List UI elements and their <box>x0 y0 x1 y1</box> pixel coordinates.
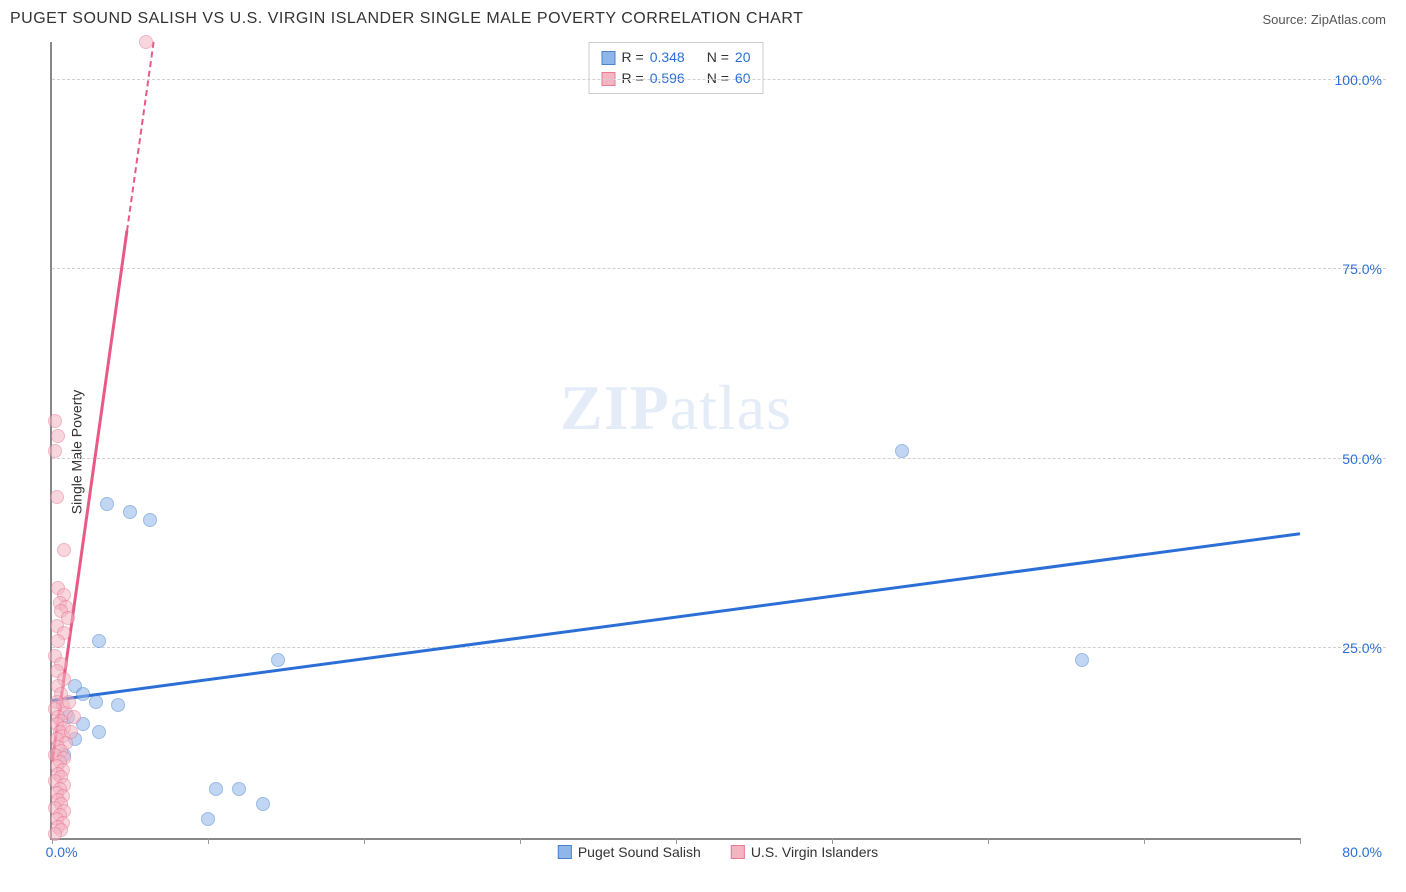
source-label: Source: ZipAtlas.com <box>1262 12 1386 27</box>
data-point <box>89 695 103 709</box>
legend-series-name: U.S. Virgin Islanders <box>751 844 878 860</box>
data-point <box>64 725 78 739</box>
legend-bottom-item: Puget Sound Salish <box>558 844 701 860</box>
data-point <box>232 782 246 796</box>
data-point <box>895 444 909 458</box>
data-point <box>1075 653 1089 667</box>
data-point <box>143 513 157 527</box>
data-point <box>100 497 114 511</box>
legend-series-name: Puget Sound Salish <box>578 844 701 860</box>
gridline <box>52 79 1386 80</box>
legend-swatch <box>602 51 616 65</box>
data-point <box>76 687 90 701</box>
data-point <box>62 695 76 709</box>
data-point <box>48 827 62 841</box>
data-point <box>201 812 215 826</box>
legend-top: R = 0.348N = 20R = 0.596N = 60 <box>589 42 764 94</box>
x-tick <box>208 838 209 844</box>
x-tick <box>364 838 365 844</box>
data-point <box>139 35 153 49</box>
chart-title: PUGET SOUND SALISH VS U.S. VIRGIN ISLAND… <box>10 10 803 28</box>
x-tick <box>1300 838 1301 844</box>
data-point <box>51 634 65 648</box>
data-point <box>256 797 270 811</box>
data-point <box>51 429 65 443</box>
x-tick-label: 80.0% <box>1342 844 1382 860</box>
watermark: ZIPatlas <box>560 371 792 445</box>
data-point <box>209 782 223 796</box>
data-point <box>123 505 137 519</box>
chart-area: Single Male Poverty ZIPatlas R = 0.348N … <box>50 42 1386 862</box>
legend-top-row: R = 0.348 N = 20 <box>602 47 751 68</box>
data-point <box>67 710 81 724</box>
plot-region: ZIPatlas R = 0.348N = 20R = 0.596N = 60 … <box>50 42 1300 840</box>
data-point <box>50 490 64 504</box>
data-point <box>48 414 62 428</box>
data-point <box>92 725 106 739</box>
gridline <box>52 268 1386 269</box>
legend-n-value: 20 <box>735 47 751 68</box>
trend-line <box>126 41 155 231</box>
legend-swatch <box>731 845 745 859</box>
data-point <box>111 698 125 712</box>
legend-r-value: 0.348 <box>650 47 685 68</box>
data-point <box>57 543 71 557</box>
legend-bottom: Puget Sound Salish U.S. Virgin Islanders <box>558 844 878 860</box>
legend-bottom-item: U.S. Virgin Islanders <box>731 844 878 860</box>
y-tick-label: 100.0% <box>1335 72 1382 88</box>
x-tick <box>988 838 989 844</box>
data-point <box>92 634 106 648</box>
legend-n-label: N = <box>707 47 729 68</box>
y-tick-label: 75.0% <box>1342 261 1382 277</box>
trend-line <box>52 532 1300 701</box>
y-tick-label: 25.0% <box>1342 640 1382 656</box>
data-point <box>271 653 285 667</box>
x-tick-label: 0.0% <box>46 844 78 860</box>
legend-r-label: R = <box>622 47 644 68</box>
y-tick-label: 50.0% <box>1342 451 1382 467</box>
gridline <box>52 647 1386 648</box>
x-tick <box>520 838 521 844</box>
data-point <box>48 444 62 458</box>
gridline <box>52 458 1386 459</box>
legend-swatch <box>558 845 572 859</box>
x-tick <box>1144 838 1145 844</box>
